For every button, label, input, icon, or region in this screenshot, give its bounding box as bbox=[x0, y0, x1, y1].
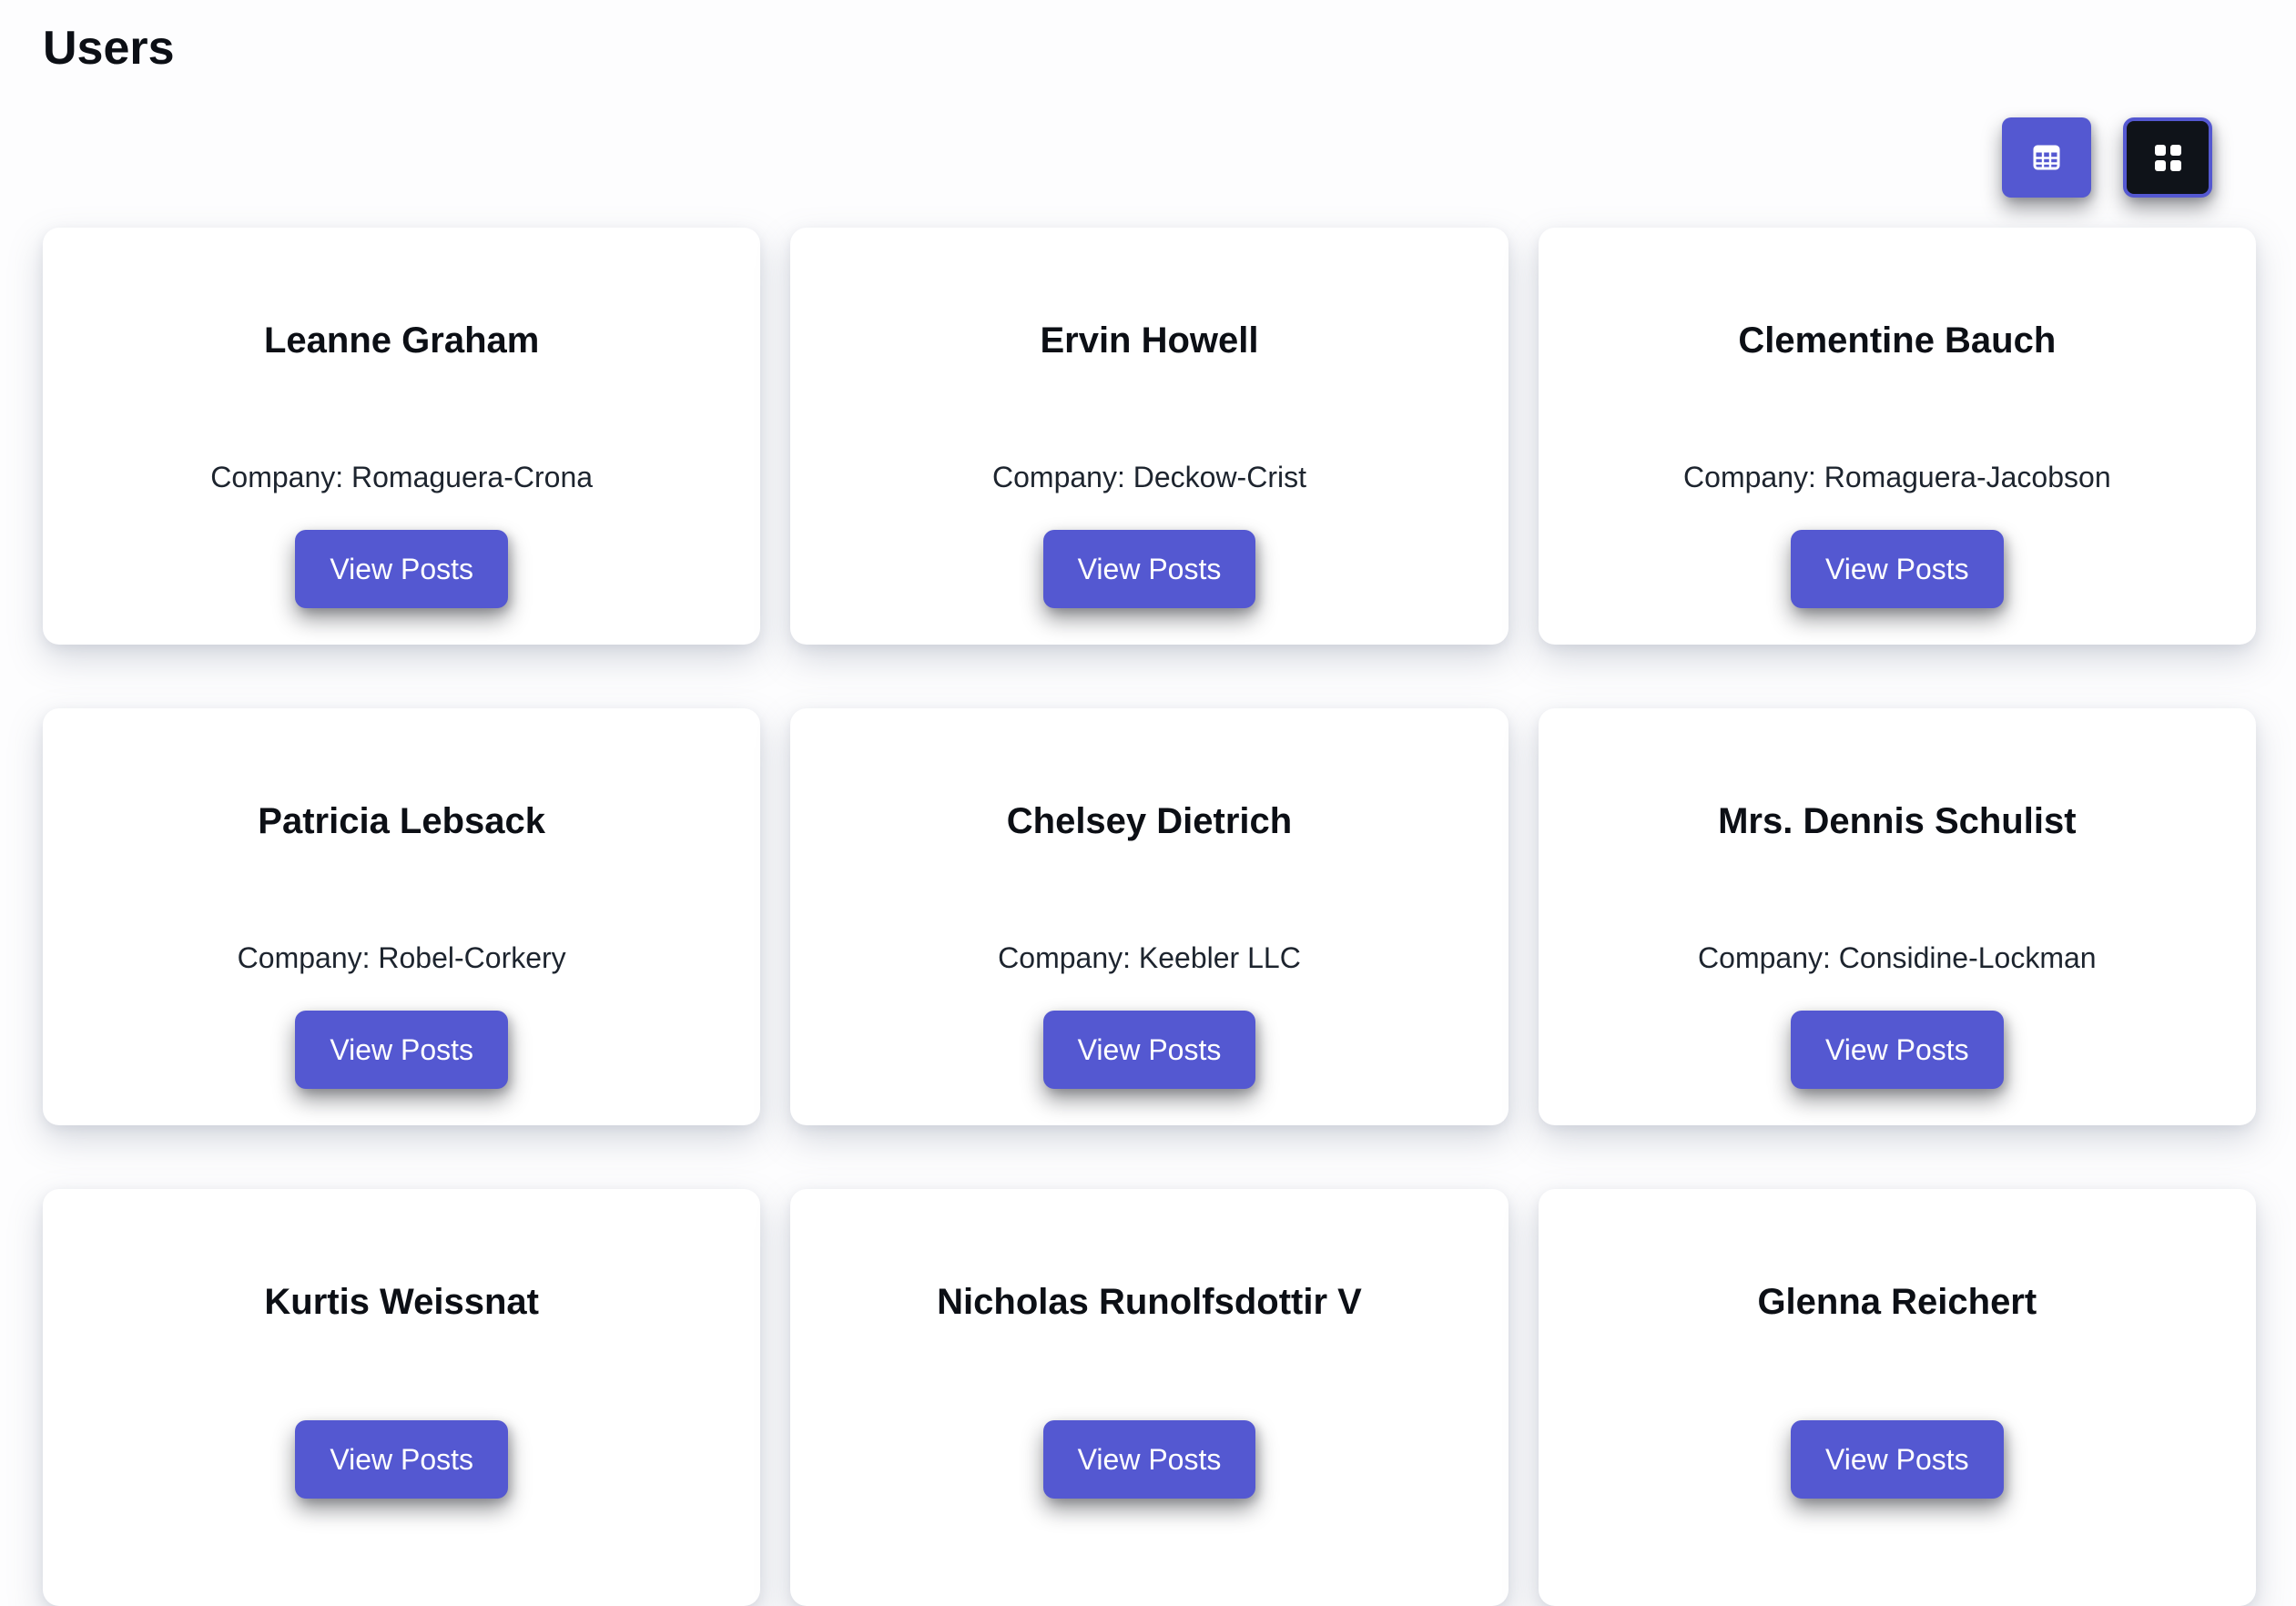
user-name: Patricia Lebsack bbox=[258, 801, 546, 841]
company-prefix: Company: bbox=[1698, 941, 1831, 974]
view-toolbar bbox=[0, 117, 2296, 198]
user-card: Ervin Howell Company: Deckow-Crist View … bbox=[790, 228, 1509, 645]
company-name: Robel-Corkery bbox=[378, 941, 566, 974]
company-prefix: Company: bbox=[992, 461, 1125, 493]
user-company: Company: Robel-Corkery bbox=[43, 940, 760, 976]
user-card: Kurtis Weissnat View Posts bbox=[43, 1189, 761, 1606]
card-actions: View Posts bbox=[790, 1011, 1508, 1089]
user-card: Glenna Reichert View Posts bbox=[1538, 1189, 2256, 1606]
company-prefix: Company: bbox=[237, 941, 371, 974]
view-posts-button[interactable]: View Posts bbox=[1790, 530, 2004, 608]
company-prefix: Company: bbox=[210, 461, 344, 493]
company-name: Deckow-Crist bbox=[1133, 461, 1306, 493]
user-name: Leanne Graham bbox=[264, 320, 540, 361]
user-company: Company: Deckow-Crist bbox=[790, 459, 1508, 495]
company-prefix: Company: bbox=[998, 941, 1132, 974]
user-company: Company: Romaguera-Jacobson bbox=[1539, 459, 2256, 495]
user-name: Kurtis Weissnat bbox=[264, 1282, 539, 1322]
user-card: Chelsey Dietrich Company: Keebler LLC Vi… bbox=[790, 708, 1509, 1125]
user-name: Glenna Reichert bbox=[1757, 1282, 2037, 1322]
user-company: Company: Considine-Lockman bbox=[1539, 940, 2256, 976]
users-grid: Leanne Graham Company: Romaguera-Crona V… bbox=[0, 228, 2296, 1606]
table-view-button[interactable] bbox=[2002, 117, 2091, 198]
card-actions: View Posts bbox=[43, 530, 760, 608]
company-name: Keebler LLC bbox=[1138, 941, 1301, 974]
card-actions: View Posts bbox=[790, 530, 1508, 608]
grid-icon bbox=[2154, 144, 2181, 171]
page-title: Users bbox=[43, 22, 175, 75]
card-actions: View Posts bbox=[790, 1420, 1508, 1499]
view-posts-button[interactable]: View Posts bbox=[1042, 1420, 1256, 1499]
user-name: Chelsey Dietrich bbox=[1006, 801, 1293, 841]
user-name: Clementine Bauch bbox=[1738, 320, 2057, 361]
view-posts-button[interactable]: View Posts bbox=[295, 1420, 509, 1499]
view-posts-button[interactable]: View Posts bbox=[1042, 1011, 1256, 1089]
user-name: Ervin Howell bbox=[1040, 320, 1259, 361]
card-actions: View Posts bbox=[1539, 530, 2256, 608]
view-posts-button[interactable]: View Posts bbox=[295, 530, 509, 608]
user-card: Clementine Bauch Company: Romaguera-Jaco… bbox=[1538, 228, 2256, 645]
view-posts-button[interactable]: View Posts bbox=[1790, 1420, 2004, 1499]
user-name: Mrs. Dennis Schulist bbox=[1718, 801, 2077, 841]
company-prefix: Company: bbox=[1683, 461, 1816, 493]
user-card: Patricia Lebsack Company: Robel-Corkery … bbox=[43, 708, 761, 1125]
user-card: Mrs. Dennis Schulist Company: Considine-… bbox=[1538, 708, 2256, 1125]
user-card: Nicholas Runolfsdottir V View Posts bbox=[790, 1189, 1509, 1606]
user-card: Leanne Graham Company: Romaguera-Crona V… bbox=[43, 228, 761, 645]
view-posts-button[interactable]: View Posts bbox=[1790, 1011, 2004, 1089]
user-company: Company: Keebler LLC bbox=[790, 940, 1508, 976]
company-name: Romaguera-Jacobson bbox=[1824, 461, 2111, 493]
table-icon bbox=[2033, 145, 2060, 170]
company-name: Considine-Lockman bbox=[1838, 941, 2097, 974]
view-posts-button[interactable]: View Posts bbox=[295, 1011, 509, 1089]
card-actions: View Posts bbox=[43, 1420, 760, 1499]
view-posts-button[interactable]: View Posts bbox=[1042, 530, 1256, 608]
user-name: Nicholas Runolfsdottir V bbox=[937, 1282, 1362, 1322]
company-name: Romaguera-Crona bbox=[351, 461, 594, 493]
card-actions: View Posts bbox=[1539, 1011, 2256, 1089]
user-company: Company: Romaguera-Crona bbox=[43, 459, 760, 495]
grid-view-button[interactable] bbox=[2123, 117, 2212, 198]
card-actions: View Posts bbox=[1539, 1420, 2256, 1499]
card-actions: View Posts bbox=[43, 1011, 760, 1089]
users-page: Users bbox=[0, 22, 2296, 1499]
